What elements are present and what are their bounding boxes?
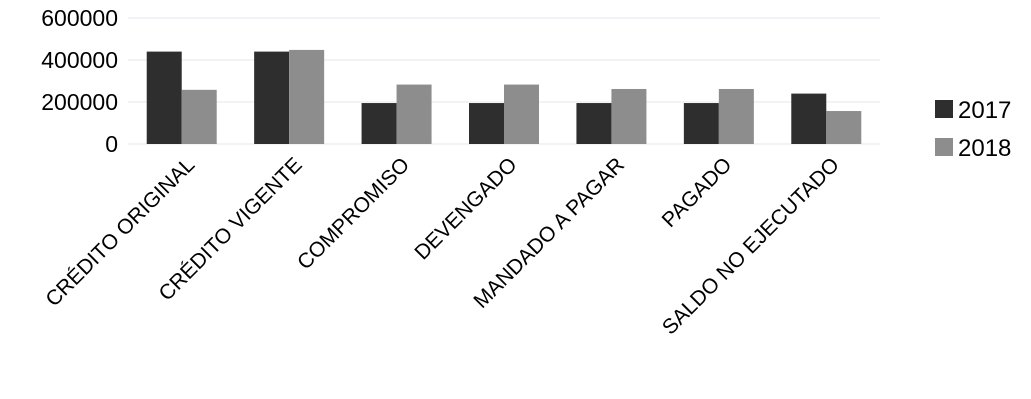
bar-2017 <box>361 103 397 144</box>
bars <box>146 49 862 144</box>
bar-2017 <box>791 93 827 144</box>
bar-2017 <box>576 103 612 144</box>
bar-2017 <box>146 51 182 144</box>
bar-2017 <box>683 103 719 144</box>
legend-label: 2017 <box>958 97 1011 124</box>
y-tick-label: 0 <box>105 131 118 157</box>
category-label: DEVENGADO <box>410 153 521 264</box>
legend: 2017 2018 <box>935 97 1011 162</box>
y-axis-ticks: 600000 400000 200000 0 <box>41 5 118 157</box>
y-tick-label: 400000 <box>41 47 118 73</box>
category-label: SALDO NO EJECUTADO <box>658 153 844 339</box>
y-tick-label: 600000 <box>41 5 118 31</box>
bar-2018 <box>718 88 754 144</box>
y-tick-label: 200000 <box>41 89 118 115</box>
bar-2018 <box>289 49 325 144</box>
bar-2018 <box>611 88 647 144</box>
category-label: COMPROMISO <box>293 153 414 274</box>
bar-2017 <box>469 103 504 144</box>
bar-2017 <box>254 51 290 144</box>
legend-label: 2018 <box>958 135 1011 162</box>
legend-swatch-2018 <box>935 138 953 156</box>
bar-2018 <box>181 89 217 144</box>
bar-2018 <box>826 111 862 144</box>
bar-2018 <box>504 84 539 144</box>
bar-2018 <box>396 84 432 144</box>
legend-swatch-2017 <box>935 100 953 118</box>
category-label: PAGADO <box>658 153 737 232</box>
